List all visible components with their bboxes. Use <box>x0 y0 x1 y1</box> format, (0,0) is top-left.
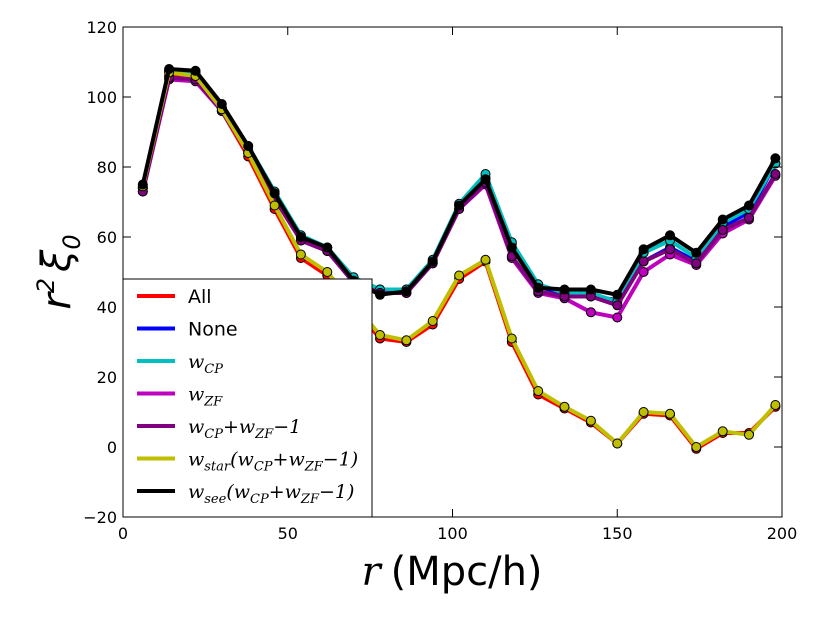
data-point <box>243 141 254 151</box>
data-point <box>190 65 201 76</box>
x-tick-label: 50 <box>278 524 298 543</box>
data-point <box>137 179 148 190</box>
data-point <box>375 289 385 300</box>
legend-label: All <box>188 286 212 308</box>
data-point <box>770 400 781 410</box>
data-point <box>427 316 438 326</box>
legend-label: wstar(wCP+wZF−1) <box>188 449 358 475</box>
legend-entry-4: wCP+wZF−1 <box>137 416 301 442</box>
data-point <box>717 214 728 225</box>
svg-text:r(Mpc/h): r (Mpc/h) <box>361 549 542 595</box>
data-point <box>559 284 570 295</box>
legend-label: wsee(wCP+wZF−1) <box>188 481 354 507</box>
y-axis-label-sub: 0 <box>58 234 86 249</box>
data-point <box>559 401 570 412</box>
data-point <box>665 230 675 241</box>
data-point <box>744 200 754 211</box>
y-axis-label-exp: 2 <box>32 278 60 293</box>
legend-box <box>122 278 373 518</box>
data-point <box>585 284 596 295</box>
legend-entry-6: wsee(wCP+wZF−1) <box>137 481 354 507</box>
legend-label: wCP <box>188 351 223 377</box>
data-point <box>612 438 623 449</box>
data-point <box>665 408 675 419</box>
data-point <box>295 249 306 260</box>
data-point <box>691 442 702 452</box>
svg-text:r2ξ0: r2 ξ0 <box>32 234 86 309</box>
data-point <box>665 244 675 255</box>
data-point <box>638 256 649 267</box>
y-tick-label: 120 <box>86 18 117 37</box>
data-point <box>216 99 227 109</box>
y-tick-label: 40 <box>97 298 117 317</box>
data-point <box>480 174 491 185</box>
data-point <box>322 242 333 253</box>
y-axis-label: r2 ξ0 <box>32 234 86 309</box>
x-axis-label: r (Mpc/h) <box>361 549 542 595</box>
y-tick-label: 100 <box>86 88 117 107</box>
legend-entry-2: wCP <box>137 351 223 377</box>
data-point <box>744 212 754 223</box>
y-axis-label-xi: ξ <box>34 249 80 273</box>
data-point <box>269 200 280 211</box>
y-tick-label: 0 <box>107 438 117 457</box>
data-point <box>691 247 702 258</box>
data-point <box>533 282 544 293</box>
x-axis-label-r: r <box>361 549 383 595</box>
data-point <box>717 225 728 235</box>
data-point <box>506 242 517 253</box>
data-point <box>612 312 623 323</box>
data-point <box>269 188 280 199</box>
data-point <box>612 289 623 300</box>
data-point <box>375 330 385 340</box>
x-tick-label: 150 <box>602 524 633 543</box>
legend-entry-0: All <box>137 286 212 308</box>
data-point <box>480 254 491 265</box>
data-point <box>585 415 596 426</box>
legend: All None wCP wZF wCP+wZF−1 wstar(wCP+wZF−1) ws… <box>122 278 373 518</box>
data-point <box>401 335 412 346</box>
data-point <box>691 258 702 269</box>
data-point <box>717 426 728 437</box>
data-point <box>454 200 465 211</box>
data-point <box>770 153 781 164</box>
data-point <box>164 64 175 74</box>
y-tick-label: 60 <box>97 228 117 247</box>
data-point <box>585 307 596 318</box>
legend-label: None <box>188 319 238 341</box>
y-tick-label: −20 <box>83 508 117 527</box>
data-point <box>744 429 754 440</box>
data-point <box>612 300 623 311</box>
data-point <box>401 286 412 297</box>
data-point <box>506 333 517 344</box>
data-point <box>638 407 649 417</box>
x-axis-label-units: (Mpc/h) <box>391 549 543 595</box>
data-point <box>638 244 649 255</box>
x-tick-label: 200 <box>767 524 798 543</box>
data-point <box>454 270 465 281</box>
data-point <box>295 232 306 242</box>
legend-entry-1: None <box>137 319 238 341</box>
legend-label: wZF <box>188 384 223 410</box>
y-tick-label: 80 <box>97 158 117 177</box>
y-tick-label: 20 <box>97 368 117 387</box>
y-axis-label-r: r <box>34 291 80 310</box>
data-point <box>533 386 544 396</box>
data-point <box>427 256 438 267</box>
legend-entry-5: wstar(wCP+wZF−1) <box>137 449 358 475</box>
data-point <box>770 169 781 179</box>
x-tick-label: 0 <box>118 524 128 543</box>
data-point <box>322 267 333 277</box>
x-tick-label: 100 <box>437 524 468 543</box>
legend-label: wCP+wZF−1 <box>188 416 301 442</box>
legend-entry-3: wZF <box>137 384 223 410</box>
